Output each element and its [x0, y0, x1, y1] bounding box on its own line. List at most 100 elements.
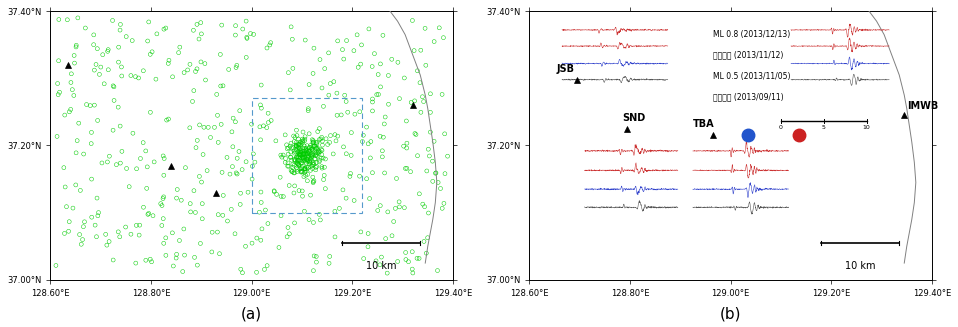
Point: [353, 109, 368, 114]
Point: [223, 207, 239, 212]
Point: [285, 169, 300, 174]
Point: [308, 144, 323, 149]
Point: [284, 24, 299, 29]
Point: [299, 152, 314, 157]
Point: [347, 112, 362, 117]
Point: [158, 26, 173, 31]
Point: [287, 157, 303, 162]
Point: [293, 150, 308, 155]
Point: [312, 149, 328, 154]
Point: [318, 136, 333, 141]
Point: [176, 70, 192, 75]
Point: [194, 201, 210, 206]
Point: [282, 231, 297, 236]
Point: [106, 84, 122, 90]
Point: [283, 87, 298, 93]
Point: [111, 60, 126, 65]
Point: [192, 122, 207, 128]
Point: [378, 236, 394, 241]
Point: [310, 149, 326, 154]
Point: [365, 96, 380, 102]
Point: [286, 220, 302, 226]
Point: [233, 267, 248, 272]
Point: [363, 155, 378, 161]
Point: [291, 148, 307, 154]
Point: [50, 134, 65, 139]
Point: [138, 258, 153, 263]
Point: [300, 155, 315, 160]
Point: [392, 204, 407, 210]
Point: [308, 145, 324, 150]
Point: [286, 163, 302, 168]
Point: [336, 144, 352, 149]
Point: [281, 151, 296, 157]
Point: [209, 92, 224, 97]
Point: [354, 229, 369, 234]
Point: [420, 235, 435, 240]
Point: [308, 254, 324, 259]
Point: [260, 263, 275, 268]
Point: [291, 162, 307, 167]
Point: [286, 170, 302, 176]
Point: [199, 168, 215, 173]
Point: [314, 135, 330, 140]
Point: [222, 171, 238, 177]
Point: [249, 235, 264, 241]
Point: [105, 128, 121, 133]
Point: [233, 191, 248, 196]
Point: [300, 178, 315, 183]
Point: [300, 151, 315, 157]
Point: [399, 166, 415, 171]
Point: [314, 152, 330, 157]
Point: [297, 166, 312, 172]
Point: [231, 149, 246, 154]
Point: [238, 244, 253, 249]
Point: [147, 159, 162, 164]
Point: [304, 145, 319, 150]
Point: [295, 155, 310, 160]
Point: [306, 160, 321, 165]
Point: [90, 46, 105, 51]
Point: [57, 184, 73, 190]
Point: [165, 230, 180, 235]
Point: [272, 175, 287, 180]
Point: [183, 209, 198, 215]
Point: [320, 142, 335, 147]
Point: [398, 166, 413, 171]
Point: [292, 151, 308, 157]
Point: [300, 143, 315, 148]
Point: [289, 160, 305, 165]
Point: [200, 125, 216, 130]
Point: [297, 138, 312, 144]
Point: [296, 151, 311, 156]
Point: [399, 146, 415, 151]
Point: [194, 216, 210, 221]
Point: [305, 152, 320, 157]
Point: [425, 179, 441, 184]
Point: [89, 234, 104, 239]
Point: [114, 149, 129, 154]
Point: [101, 67, 116, 72]
Point: [308, 140, 324, 145]
Point: [161, 116, 176, 122]
Point: [131, 232, 147, 238]
Point: [286, 133, 302, 139]
Point: [328, 132, 343, 137]
Point: [380, 73, 396, 78]
Text: (a): (a): [241, 307, 262, 322]
Point: [311, 212, 327, 217]
Point: [71, 121, 86, 126]
Point: [422, 129, 438, 135]
Point: [293, 169, 308, 174]
Point: [86, 42, 102, 47]
Point: [276, 194, 291, 199]
Point: [308, 260, 324, 265]
Point: [295, 158, 310, 163]
Point: [306, 268, 321, 273]
Point: [57, 112, 73, 118]
Point: [312, 217, 328, 223]
Point: [249, 270, 264, 275]
Point: [78, 26, 93, 31]
Point: [288, 128, 304, 133]
Point: [405, 270, 421, 276]
